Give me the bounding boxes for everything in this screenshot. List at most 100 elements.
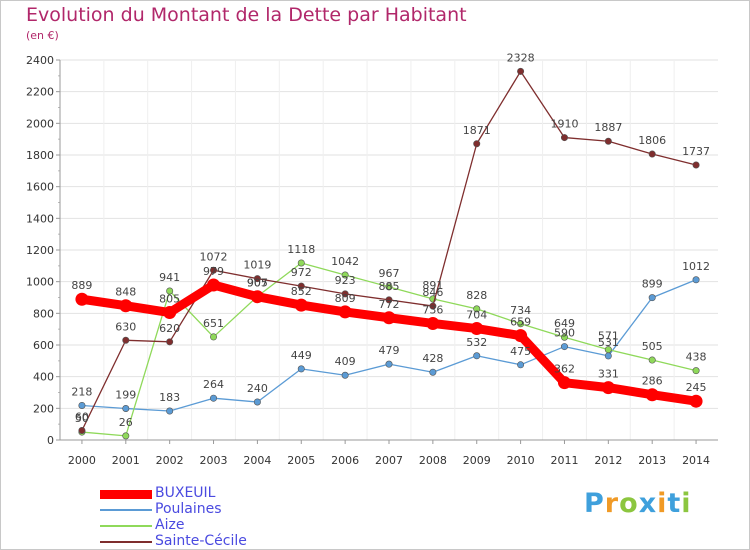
data-label: 809 [335, 292, 356, 305]
data-label: 972 [291, 266, 312, 279]
y-tick-label: 0 [47, 434, 54, 447]
data-label: 1042 [331, 255, 359, 268]
legend-label: BUXEUIL [155, 485, 216, 501]
x-tick-label: 2003 [200, 454, 228, 467]
proxiti-logo: Proxiti [584, 488, 692, 519]
data-point [250, 290, 264, 304]
legend-label: Poulaines [155, 501, 222, 517]
data-label: 941 [159, 271, 180, 284]
data-point [122, 404, 130, 412]
y-tick-label: 800 [33, 307, 54, 320]
data-point [207, 278, 221, 292]
x-tick-label: 2000 [68, 454, 96, 467]
data-point [210, 394, 218, 402]
data-point [557, 376, 571, 390]
logo-letter: t [667, 488, 682, 519]
y-tick-label: 1400 [26, 212, 54, 225]
data-point [604, 352, 612, 360]
data-point [78, 401, 86, 409]
data-point [294, 298, 308, 312]
logo-letter: r [604, 488, 620, 519]
data-label: 704 [466, 309, 487, 322]
data-point [163, 306, 177, 320]
data-point [385, 283, 393, 291]
data-label: 60 [75, 411, 89, 424]
data-point [473, 305, 481, 313]
data-label: 428 [422, 352, 443, 365]
logo-letter: i [657, 488, 668, 519]
data-label: 1806 [638, 134, 666, 147]
logo-letter: x [638, 488, 658, 519]
x-tick-label: 2009 [463, 454, 491, 467]
data-label: 571 [598, 330, 619, 343]
data-point [382, 311, 396, 325]
data-point [517, 361, 525, 369]
data-label: 264 [203, 378, 224, 391]
data-label: 50 [75, 412, 89, 425]
data-point [473, 352, 481, 360]
data-label: 630 [115, 320, 136, 333]
data-label: 240 [247, 382, 268, 395]
legend: BUXEUIL Poulaines Aize Sainte-Cécile [100, 485, 320, 550]
data-point [119, 299, 133, 313]
data-label: 979 [203, 265, 224, 278]
data-label: 852 [291, 285, 312, 298]
y-tick-label: 2000 [26, 117, 54, 130]
x-tick-label: 2014 [682, 454, 710, 467]
data-point [470, 322, 484, 336]
data-label: 923 [335, 274, 356, 287]
data-point [122, 336, 130, 344]
data-label: 1012 [682, 260, 710, 273]
data-label: 1737 [682, 145, 710, 158]
data-label: 772 [379, 298, 400, 311]
data-point [560, 134, 568, 142]
data-point [122, 432, 130, 440]
x-tick-label: 2007 [375, 454, 403, 467]
data-point [385, 296, 393, 304]
data-label: 1118 [287, 243, 315, 256]
data-point [560, 333, 568, 341]
data-label: 805 [159, 293, 180, 306]
data-point [253, 398, 261, 406]
data-point [560, 343, 568, 351]
data-point [166, 338, 174, 346]
data-point [253, 275, 261, 283]
x-tick-label: 2012 [594, 454, 622, 467]
y-tick-label: 1800 [26, 149, 54, 162]
chart-subtitle: (en €) [26, 29, 59, 42]
series-sainte-c-cile [78, 67, 700, 434]
data-point [648, 356, 656, 364]
data-point [692, 161, 700, 169]
data-label: 1887 [594, 121, 622, 134]
data-point [604, 137, 612, 145]
data-label: 899 [642, 278, 663, 291]
data-point [297, 259, 305, 267]
data-label: 183 [159, 391, 180, 404]
data-point [429, 368, 437, 376]
series-buxeuil [75, 278, 703, 408]
data-point [692, 367, 700, 375]
y-tick-label: 1200 [26, 244, 54, 257]
data-label: 891 [422, 279, 443, 292]
data-label: 736 [422, 303, 443, 316]
y-tick-label: 200 [33, 402, 54, 415]
data-point [429, 302, 437, 310]
x-tick-label: 2002 [156, 454, 184, 467]
logo-letter: i [681, 488, 692, 519]
data-label: 245 [686, 381, 707, 394]
x-tick-label: 2008 [419, 454, 447, 467]
x-tick-label: 2013 [638, 454, 666, 467]
data-point [645, 388, 659, 402]
data-label: 1871 [463, 124, 491, 137]
data-label: 26 [119, 416, 133, 429]
data-label: 905 [247, 277, 268, 290]
data-point [297, 282, 305, 290]
data-label: 907 [247, 276, 268, 289]
legend-swatch [100, 541, 152, 543]
y-tick-label: 2400 [26, 54, 54, 67]
data-point [692, 276, 700, 284]
data-label: 967 [379, 267, 400, 280]
legend-swatch [100, 525, 152, 527]
data-point [166, 287, 174, 295]
data-label: 475 [510, 345, 531, 358]
